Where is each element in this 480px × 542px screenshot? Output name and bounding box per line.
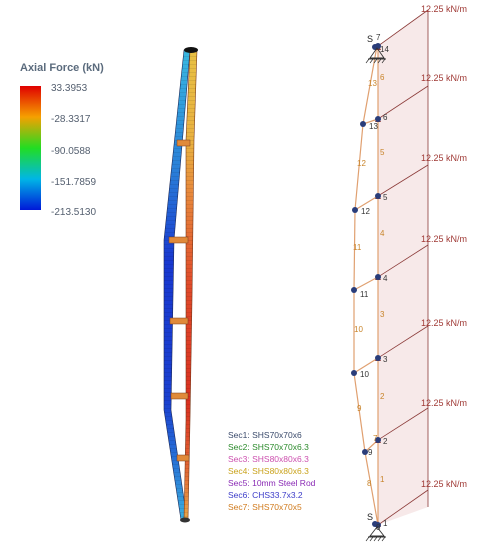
node-label-5: 5: [383, 193, 388, 202]
node-4: [375, 274, 381, 280]
legend-color-bar: [20, 86, 41, 210]
section-7: Sec7: SHS70x70x5: [228, 502, 302, 512]
node-label-7: 7: [376, 33, 381, 42]
load-label-7: 12.25 kN/m: [421, 479, 467, 489]
legend-value-3: -90.0588: [51, 146, 91, 157]
member-label-5: 5: [380, 148, 385, 157]
node-3: [375, 355, 381, 361]
nodes[interactable]: [351, 43, 381, 528]
node-label-14: 14: [380, 45, 389, 54]
load-label-4: 12.25 kN/m: [421, 234, 467, 244]
node-label-13: 13: [369, 122, 378, 131]
section-2: Sec2: SHS70x70x6.3: [228, 442, 309, 452]
member-label-2: 2: [380, 392, 385, 401]
node-13: [360, 121, 366, 127]
node-label-11: 11: [360, 290, 369, 299]
top-end-cap: [184, 47, 198, 53]
load-label-3: 12.25 kN/m: [421, 153, 467, 163]
member-label-12: 12: [357, 159, 366, 168]
section-6: Sec6: CHS33.7x3.2: [228, 490, 303, 500]
node-11: [351, 287, 357, 293]
node-8: [372, 521, 378, 527]
load-label-6: 12.25 kN/m: [421, 398, 467, 408]
node-label-8: 8: [376, 523, 381, 532]
legend-value-5: -213.5130: [51, 207, 96, 218]
node-9: [362, 449, 368, 455]
node-2: [375, 437, 381, 443]
node-label-2: 2: [383, 437, 388, 446]
section-1: Sec1: SHS70x70x6: [228, 430, 302, 440]
left-chord-mesh: [164, 50, 190, 520]
node-5: [375, 193, 381, 199]
bottom-support[interactable]: [365, 526, 386, 542]
member-label-8: 8: [367, 479, 372, 488]
right-chord-mesh: [184, 50, 197, 520]
node-6: [375, 116, 381, 122]
load-label-1: 12.25 kN/m: [421, 4, 467, 14]
member-label-7: 7: [373, 434, 378, 443]
member-label-9: 9: [357, 404, 362, 413]
node-label-1: 1: [383, 519, 388, 528]
legend-value-4: -151.7859: [51, 177, 96, 188]
node-label-9: 9: [368, 448, 373, 457]
section-3: Sec3: SHS80x80x6.3: [228, 454, 309, 464]
node-label-12: 12: [361, 207, 370, 216]
legend-title: Axial Force (kN): [20, 62, 104, 74]
top-support-label: S: [367, 34, 373, 44]
node-12: [352, 207, 358, 213]
legend-value-2: -28.3317: [51, 114, 91, 125]
section-4: Sec4: SHS80x80x6.3: [228, 466, 309, 476]
member-label-6: 6: [380, 73, 385, 82]
member-label-13: 13: [368, 79, 377, 88]
member-label-11: 11: [353, 243, 362, 252]
node-label-4: 4: [383, 274, 388, 283]
bottom-support-label: S: [367, 512, 373, 522]
section-5: Sec5: 10mm Steel Rod: [228, 478, 316, 488]
node-10: [351, 370, 357, 376]
top-support[interactable]: [365, 47, 386, 64]
legend-value-1: 33.3953: [51, 83, 88, 94]
member-label-1: 1: [380, 475, 385, 484]
load-label-5: 12.25 kN/m: [421, 318, 467, 328]
node-label-3: 3: [383, 355, 388, 364]
bottom-end-cap: [180, 517, 190, 523]
member-label-3: 3: [380, 310, 385, 319]
truss-braces[interactable]: [168, 139, 191, 462]
member-label-4: 4: [380, 229, 385, 238]
distributed-loads[interactable]: [377, 9, 429, 526]
node-label-6: 6: [383, 113, 388, 122]
node-label-10: 10: [360, 370, 369, 379]
member-label-10: 10: [354, 325, 363, 334]
load-label-2: 12.25 kN/m: [421, 73, 467, 83]
